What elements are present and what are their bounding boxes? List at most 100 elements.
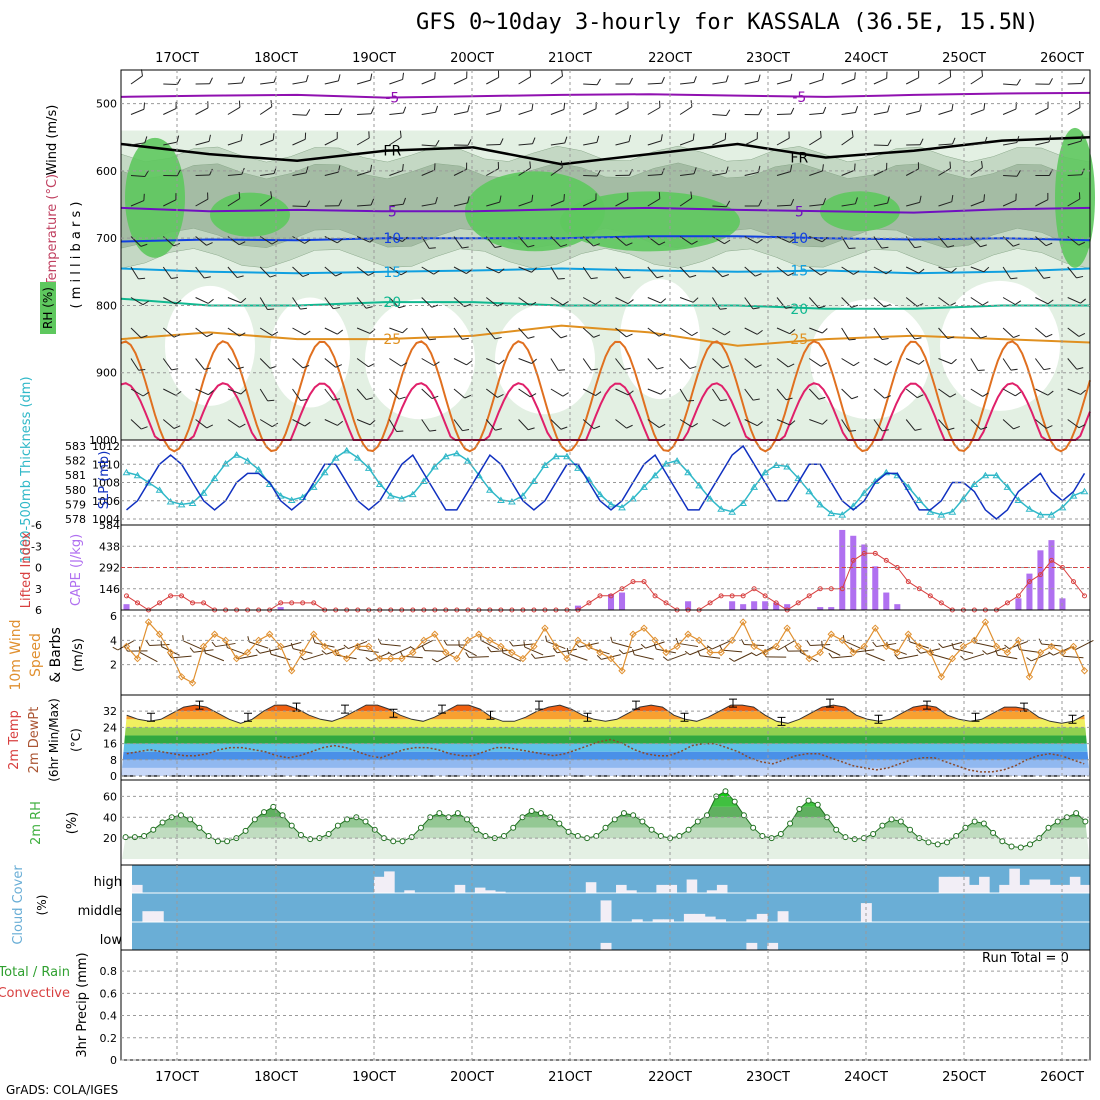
cloud-bar [746, 919, 758, 922]
li-marker [1015, 593, 1021, 599]
wind-barb [453, 419, 470, 432]
wind-barb-flag [627, 299, 634, 305]
wind-barb-flag [977, 369, 985, 371]
wind-barb-staff [195, 388, 209, 396]
wind10m-barb-flag [828, 652, 833, 659]
wind-barb-staff [356, 137, 370, 146]
wind-barb [744, 297, 760, 310]
rh2m-marker [907, 826, 914, 833]
wind-barb-staff [162, 358, 172, 371]
x-tick-label-top: 19OCT [352, 51, 396, 66]
wind-barb [195, 168, 213, 176]
wind10m-marker [805, 654, 813, 663]
wind-barb-flag [368, 271, 375, 276]
wind-barb [970, 69, 984, 85]
thickness-marker [673, 457, 681, 464]
wind-barb-staff [905, 266, 920, 274]
wind10m-marker [607, 654, 615, 663]
wind-barb-staff [550, 266, 559, 280]
wind-barb-staff [130, 75, 143, 85]
wind-barb [195, 266, 211, 279]
wind-barb-staff [970, 388, 983, 397]
wind-barb [776, 358, 795, 368]
rh2m-tick-label: 40 [103, 811, 117, 824]
wind10m-barb [719, 644, 743, 653]
wind10m-barb-flag [189, 647, 195, 653]
wind-barb-staff [389, 327, 403, 334]
wind-barb-flag [914, 428, 922, 431]
wind-barb-flag [659, 423, 666, 428]
wind-barb [744, 108, 763, 116]
wind10m-marker [618, 667, 626, 675]
thickness-tick-label: 578 [65, 513, 86, 526]
wind-barb [259, 388, 275, 402]
minmax-marker [195, 700, 204, 710]
x-tick-label-bottom: 21OCT [548, 1070, 592, 1085]
li-marker [883, 557, 889, 563]
x-tick-label-top: 22OCT [648, 51, 692, 66]
wind10m-barb [566, 647, 588, 661]
wind-barb-flag [848, 247, 856, 249]
li-marker [1048, 557, 1054, 563]
wind-barb [905, 358, 925, 365]
wind10m-barb-staff [822, 646, 841, 656]
wind-barb [227, 358, 244, 370]
wind-barb-flag [529, 393, 537, 398]
dewpt-line [126, 738, 1085, 773]
wind-barb-staff [776, 204, 792, 207]
wind-barb-staff [841, 358, 854, 367]
wind10m-barb-staff [436, 651, 455, 663]
wind-barb-flag [1048, 135, 1052, 142]
slp-tick-label: 1004 [92, 513, 120, 526]
wind-barb-flag [207, 101, 209, 108]
wind-barb-staff [324, 297, 334, 309]
wind10m-barb-staff [237, 654, 258, 660]
wind-barb [938, 419, 955, 431]
wind10m-barb [255, 648, 280, 654]
wind-barb-flag [206, 424, 214, 429]
wind10m-line [126, 620, 1086, 684]
thickness-marker [816, 500, 825, 508]
cloud-bar [1069, 876, 1081, 893]
wind-barb [292, 388, 308, 401]
wind10m-marker [464, 636, 472, 645]
y-tick-label: 600 [96, 165, 117, 178]
wind-barb-staff [873, 266, 887, 275]
thickness-marker [1080, 487, 1089, 495]
wind-barb [873, 419, 889, 432]
rh2m-marker [777, 830, 784, 837]
wind-barb [776, 164, 793, 176]
wind-barb [776, 419, 796, 426]
thickness-marker [342, 446, 351, 454]
wind-barb-flag [753, 398, 760, 401]
wind-barb-staff [776, 327, 790, 335]
wind-barb [582, 297, 602, 305]
wind10m-barb-flag [938, 643, 944, 648]
wind10m-marker [695, 636, 703, 645]
wind-barb-staff [356, 358, 369, 368]
rh2m-marker [851, 836, 858, 843]
wind-barb [1035, 419, 1053, 429]
thickness-marker [519, 492, 527, 499]
wind-barb-staff [389, 236, 403, 242]
wind-barb-staff [873, 236, 883, 249]
wind-barb [357, 107, 375, 115]
rh2m-marker [925, 839, 932, 846]
wind-barb-flag [593, 425, 601, 430]
ylabel-barbs: & Barbs [48, 627, 64, 683]
minmax-marker [874, 714, 883, 724]
precip-tick-label: 0.4 [100, 1010, 118, 1023]
wind-barb-flag [822, 72, 825, 80]
wind10m-barb-flag [1016, 644, 1020, 650]
wind-barb-flag [917, 162, 920, 169]
wind-barb-flag [140, 335, 148, 339]
wind10m-marker [772, 642, 780, 651]
wind-barb-flag [656, 275, 664, 279]
wind-barb-staff [582, 419, 595, 430]
wind10m-barb-flag [431, 658, 438, 663]
wind-barb-flag [302, 364, 310, 369]
wind-barb [227, 191, 241, 207]
wind-barb-staff [615, 327, 627, 338]
cloud-bar [767, 942, 779, 951]
thickness-marker [530, 477, 538, 485]
